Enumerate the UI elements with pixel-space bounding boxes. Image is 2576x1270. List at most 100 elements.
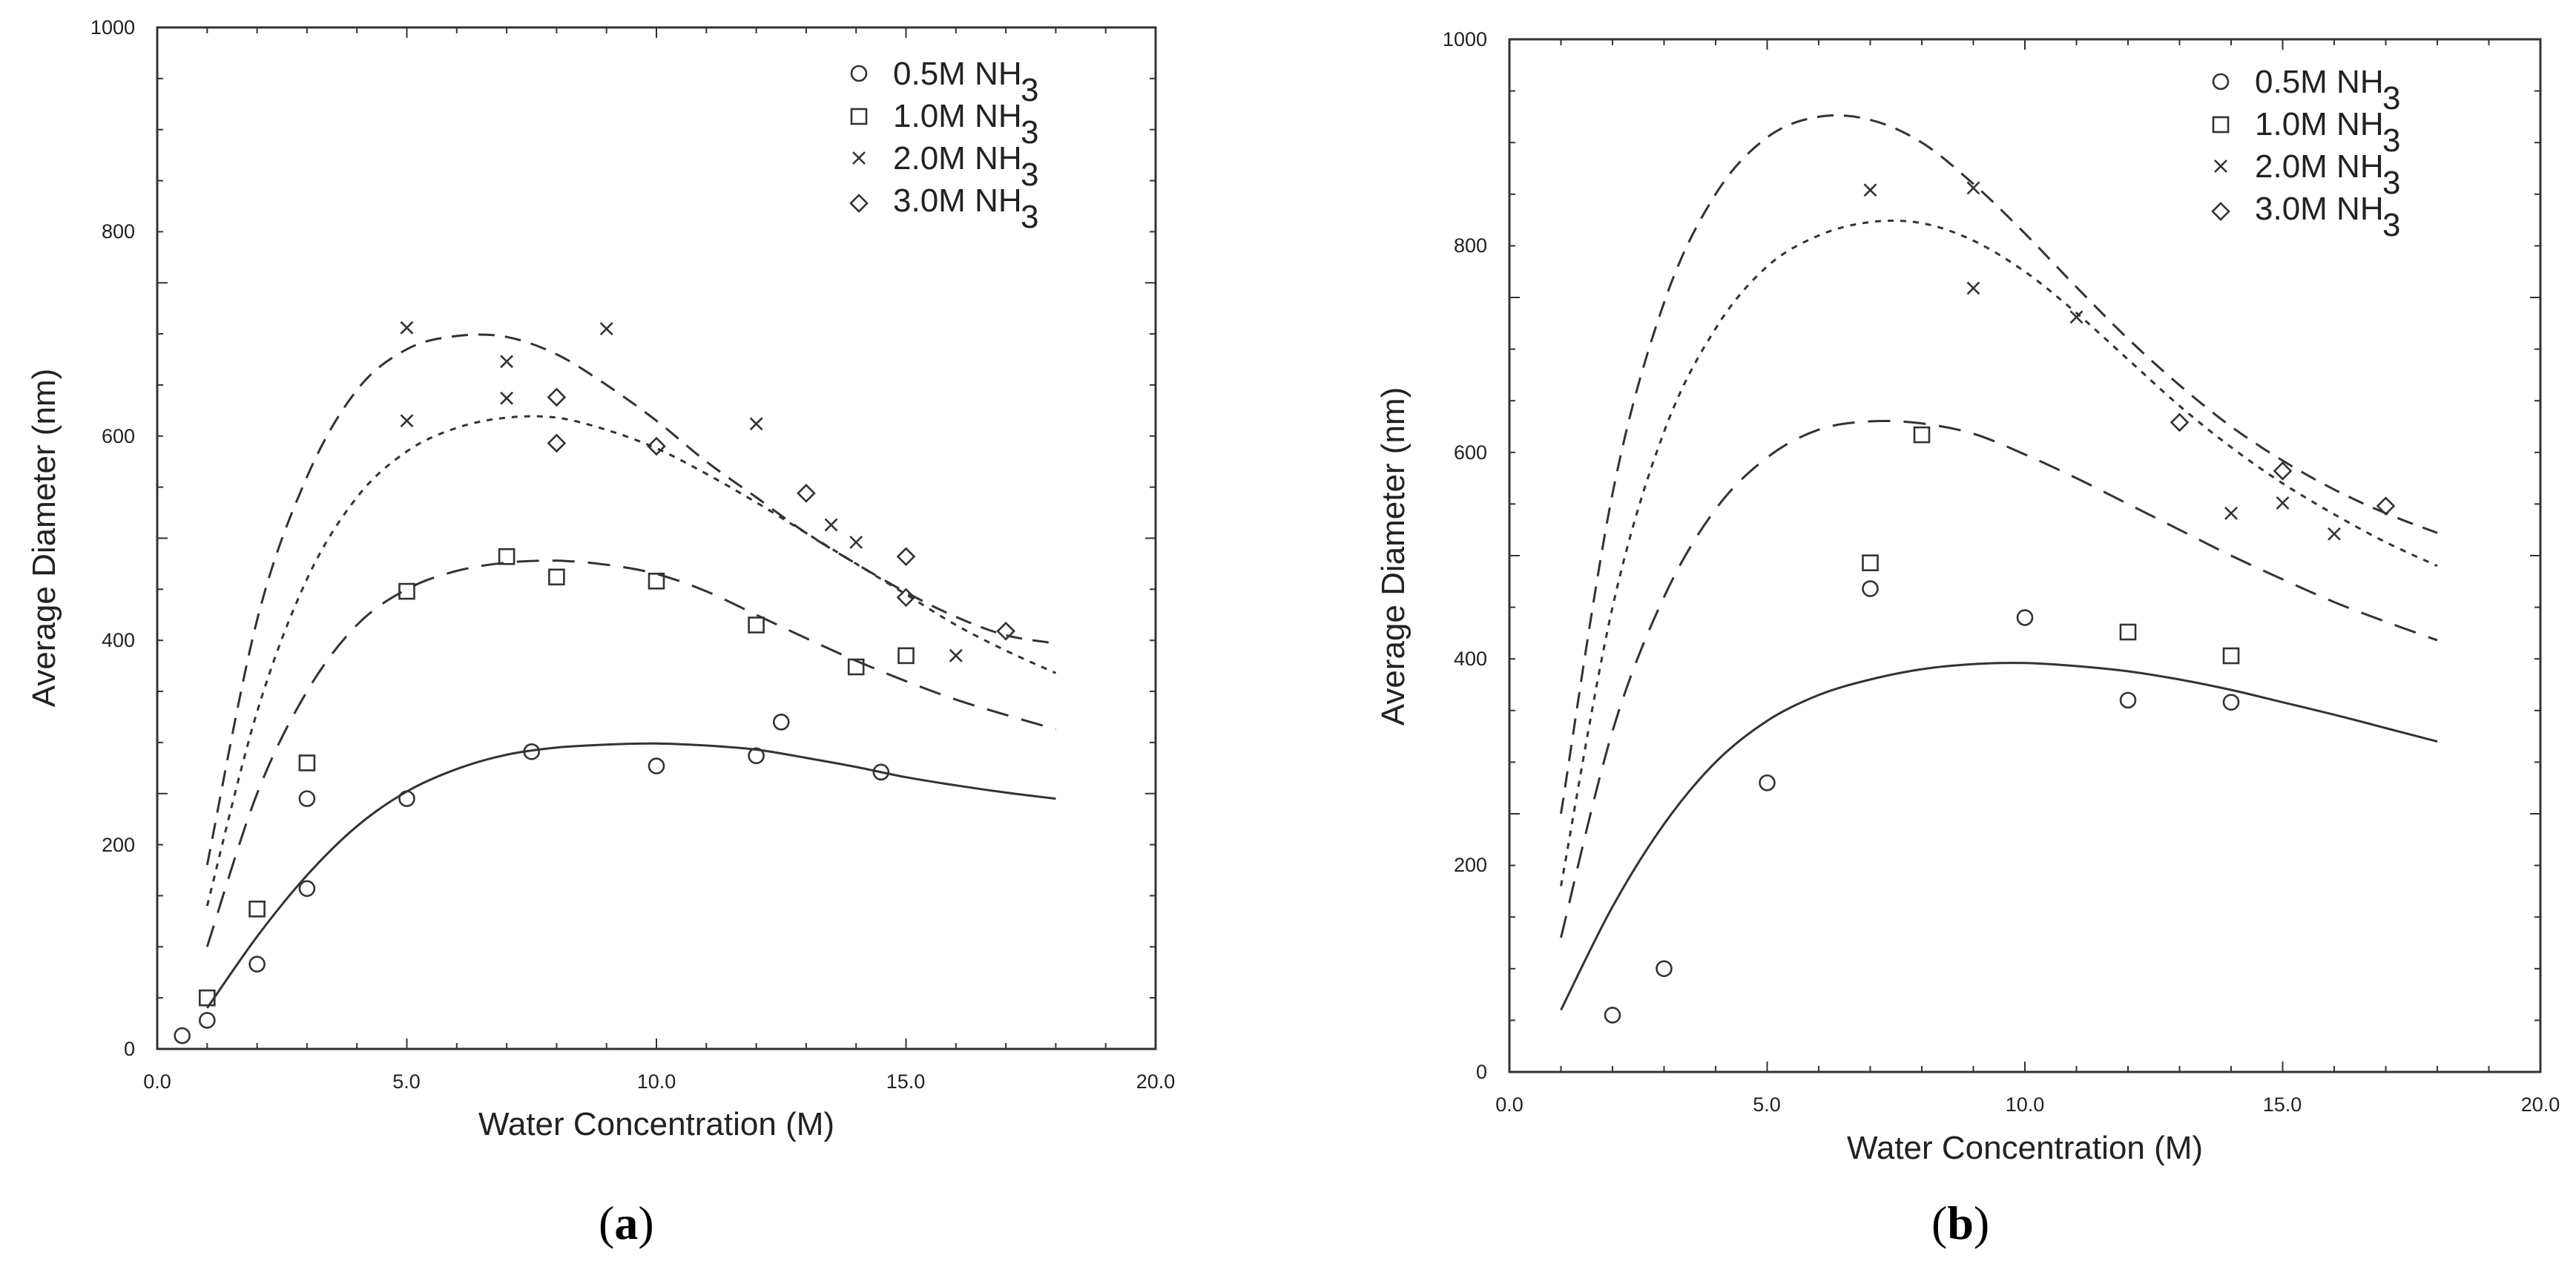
y-tick-label: 200 <box>1454 854 1487 876</box>
data-point-circle <box>174 1027 191 1044</box>
y-tick-label: 0 <box>124 1038 135 1060</box>
legend-label: 0.5M NH <box>2255 64 2384 100</box>
y-tick-label: 400 <box>1454 648 1487 670</box>
legend-label: 1.0M NH <box>893 98 1022 134</box>
data-point-cross <box>500 355 514 369</box>
data-point-square <box>398 582 415 600</box>
y-tick-label: 600 <box>1454 441 1487 464</box>
panel-label: (a) <box>599 1197 654 1249</box>
data-point-square <box>748 616 765 634</box>
fit-curve-square <box>205 559 1056 947</box>
x-tick-label: 15.0 <box>886 1070 926 1093</box>
legend-entry: 1.0M NH 3 <box>2212 106 2400 159</box>
fit-curve-circle <box>1560 662 2438 1011</box>
data-point-circle <box>1656 960 1673 978</box>
data-point-square <box>298 754 316 771</box>
x-axis-label: Water Concentration (M) <box>1847 1130 2203 1166</box>
data-point-cross <box>949 648 963 662</box>
chart-panel-a: 0 200 400 600 800 1000 0.0 5.0 10.0 15.0… <box>26 16 1175 1249</box>
data-point-circle <box>2222 694 2240 711</box>
y-tick-label: 200 <box>102 834 135 856</box>
data-point-diamond <box>896 588 916 608</box>
fit-curve-cross <box>205 333 1056 866</box>
data-point-diamond <box>797 484 816 503</box>
axis-ticks <box>1509 39 2541 1073</box>
x-axis-label: Water Concentration (M) <box>478 1106 834 1142</box>
legend-marker-circle <box>2212 73 2230 91</box>
data-point-square <box>1913 426 1931 444</box>
legend-marker-cross <box>2214 159 2227 173</box>
y-tick-labels: 0 200 400 600 800 1000 <box>90 16 135 1060</box>
legend-subscript: 3 <box>2382 165 2400 201</box>
data-point-square <box>248 901 266 918</box>
x-tick-label: 10.0 <box>2006 1093 2045 1116</box>
data-point-diamond <box>647 436 666 456</box>
fit-curve-diamond <box>1560 219 2438 886</box>
data-point-square <box>1862 554 1879 572</box>
y-tick-label: 800 <box>1454 234 1487 257</box>
x-tick-label: 10.0 <box>637 1070 676 1093</box>
y-tick-labels: 0 200 400 600 800 1000 <box>1443 28 1487 1083</box>
data-point-square <box>498 547 515 565</box>
data-point-circle <box>248 955 266 973</box>
x-tick-label: 20.0 <box>1136 1070 1176 1093</box>
data-point-circle <box>2119 691 2137 709</box>
data-point-cross <box>400 320 414 335</box>
data-point-cross <box>2328 527 2341 541</box>
data-point-diamond <box>2376 496 2396 516</box>
legend-label: 1.0M NH <box>2255 106 2384 142</box>
legend-entry: 3.0M NH 3 <box>2211 191 2400 243</box>
x-tick-label: 0.0 <box>143 1070 171 1093</box>
legend-entry: 0.5M NH 3 <box>2212 64 2400 116</box>
data-point-cross <box>849 536 863 549</box>
x-tick-label: 0.0 <box>1495 1093 1523 1116</box>
data-point-cross <box>1863 183 1877 197</box>
data-point-cross <box>1966 281 1980 295</box>
x-tick-label: 20.0 <box>2521 1093 2560 1116</box>
data-point-diamond <box>547 387 567 407</box>
legend: 0.5M NH 3 1.0M NH 3 2.0M NH 3 3.0M NH 3 <box>849 56 1038 235</box>
legend-subscript: 3 <box>1021 72 1038 108</box>
data-point-square <box>2222 647 2240 665</box>
data-point-cross <box>1966 181 1980 195</box>
legend-marker-circle <box>850 65 868 82</box>
fit-curves <box>1560 113 2438 1011</box>
legend-entry: 2.0M NH 3 <box>852 140 1038 193</box>
data-point-cross <box>500 391 514 405</box>
legend-label: 2.0M NH <box>893 140 1022 177</box>
data-point-square <box>548 568 565 586</box>
legend-subscript: 3 <box>1021 114 1038 151</box>
data-point-circle <box>523 743 541 760</box>
legend-label: 3.0M NH <box>893 182 1022 219</box>
legend-label: 2.0M NH <box>2255 148 2384 185</box>
legend: 0.5M NH 3 1.0M NH 3 2.0M NH 3 3.0M NH 3 <box>2211 64 2400 243</box>
chart-panel-b: 0 200 400 600 800 1000 0.0 5.0 10.0 15.0… <box>1375 28 2560 1249</box>
legend-marker-square <box>2212 116 2230 134</box>
data-point-circle <box>872 763 890 781</box>
data-point-circle <box>772 714 790 731</box>
data-point-cross <box>599 322 613 336</box>
data-point-square <box>198 989 216 1007</box>
data-point-circle <box>2016 609 2034 626</box>
legend-subscript: 3 <box>1021 157 1038 193</box>
x-tick-labels: 0.0 5.0 10.0 15.0 20.0 <box>1495 1093 2560 1116</box>
y-axis-label: Average Diameter (nm) <box>26 369 62 707</box>
legend-entry: 1.0M NH 3 <box>850 98 1038 151</box>
data-point-square <box>897 647 915 665</box>
data-point-circle <box>1604 1007 1621 1024</box>
data-point-circle <box>298 880 316 898</box>
fit-curve-circle <box>206 742 1056 1009</box>
data-point-circle <box>748 747 765 765</box>
data-point-square <box>2119 623 2137 641</box>
data-point-diamond <box>2273 461 2293 481</box>
legend-subscript: 3 <box>1021 199 1038 235</box>
x-tick-labels: 0.0 5.0 10.0 15.0 20.0 <box>143 1070 1175 1093</box>
legend-marker-square <box>850 108 868 125</box>
y-tick-label: 1000 <box>1443 28 1487 50</box>
legend-entry: 2.0M NH 3 <box>2214 148 2400 201</box>
legend-subscript: 3 <box>2382 80 2400 116</box>
y-tick-label: 400 <box>102 629 135 651</box>
data-point-cross <box>824 518 838 532</box>
data-point-diamond <box>896 547 916 567</box>
